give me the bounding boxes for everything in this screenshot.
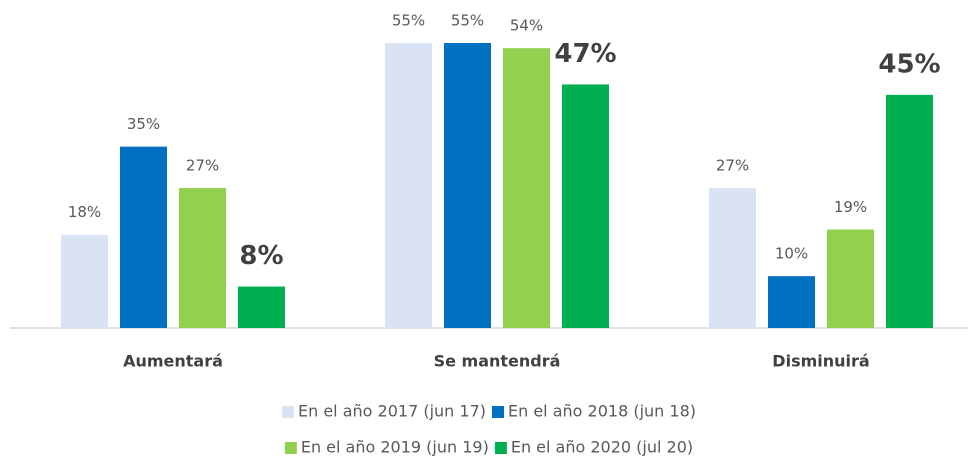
x-tick-label: Se mantendrá [434,352,561,371]
bar [120,146,167,328]
bar [709,188,756,328]
bar [61,234,108,328]
data-label: 54% [510,17,543,35]
data-label: 55% [392,12,425,30]
data-label: 18% [68,203,101,221]
data-label: 19% [834,198,867,216]
legend-swatch [494,442,507,454]
bar [886,94,933,329]
data-label: 45% [878,49,940,79]
legend-label: En el año 2017 (jun 17) [298,402,486,421]
bar [238,286,285,328]
bar [503,48,550,328]
bar [827,229,874,328]
bar [562,84,609,328]
legend-swatch [282,406,294,418]
legend-swatch [284,442,297,454]
data-label: 35% [127,115,160,133]
data-label: 8% [239,241,283,271]
legend-label: En el año 2018 (jun 18) [508,402,696,421]
data-label: 27% [186,157,219,175]
bar [179,188,226,328]
bar [444,43,491,328]
data-label: 55% [451,12,484,30]
x-tick-label: Disminuirá [772,352,869,371]
data-label: 27% [716,157,749,175]
data-label: 47% [554,39,616,69]
legend-swatch [492,406,504,418]
bar [385,43,432,328]
legend-label: En el año 2019 (jun 19) [301,438,489,457]
legend-label: En el año 2020 (jul 20) [511,438,693,457]
data-label: 10% [775,245,808,263]
bar [768,276,815,328]
x-tick-label: Aumentará [123,352,223,371]
